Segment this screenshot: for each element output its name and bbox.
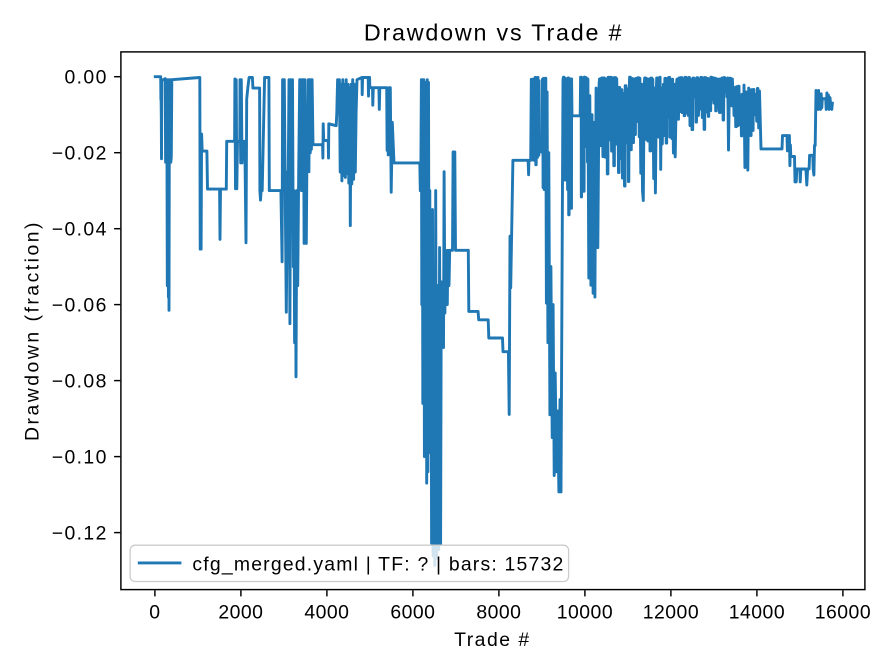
svg-text:cfg_merged.yaml | TF: ? | bars: cfg_merged.yaml | TF: ? | bars: 15732 — [192, 554, 564, 576]
svg-text:−0.12: −0.12 — [52, 523, 108, 545]
svg-text:12000: 12000 — [643, 602, 699, 624]
svg-text:−0.08: −0.08 — [52, 371, 108, 393]
svg-text:4000: 4000 — [304, 602, 349, 624]
svg-text:−0.04: −0.04 — [52, 219, 108, 241]
svg-text:Drawdown (fraction): Drawdown (fraction) — [21, 220, 43, 441]
svg-text:2000: 2000 — [218, 602, 263, 624]
svg-text:Trade #: Trade # — [454, 629, 531, 651]
svg-text:14000: 14000 — [729, 602, 785, 624]
svg-text:−0.06: −0.06 — [52, 295, 108, 317]
svg-text:0.00: 0.00 — [64, 67, 107, 89]
svg-text:Drawdown vs Trade #: Drawdown vs Trade # — [364, 19, 624, 45]
svg-text:16000: 16000 — [815, 602, 871, 624]
svg-text:10000: 10000 — [557, 602, 613, 624]
svg-text:8000: 8000 — [476, 602, 521, 624]
svg-text:−0.10: −0.10 — [52, 447, 108, 469]
svg-text:6000: 6000 — [390, 602, 435, 624]
svg-text:0: 0 — [149, 602, 160, 624]
svg-text:−0.02: −0.02 — [52, 143, 108, 165]
